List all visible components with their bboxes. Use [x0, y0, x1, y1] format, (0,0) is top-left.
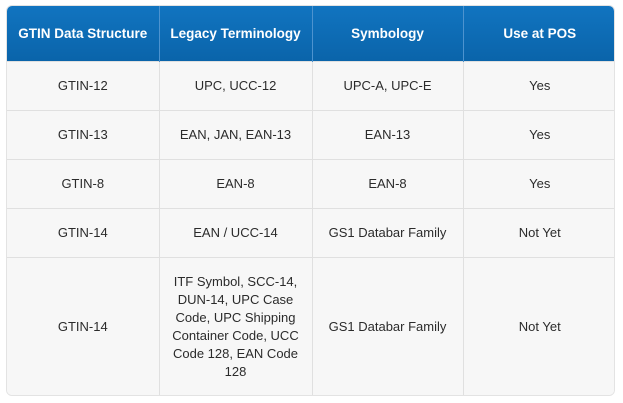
cell-legacy-terminology: ITF Symbol, SCC-14, DUN-14, UPC Case Cod… [158, 257, 312, 395]
cell-legacy-terminology: EAN-8 [158, 159, 312, 209]
cell-symbology: GS1 Databar Family [311, 208, 463, 258]
header-symbology: Symbology [311, 6, 463, 62]
cell-use-at-pos: Yes [462, 159, 614, 209]
cell-gtin-structure: GTIN-14 [7, 257, 159, 395]
header-gtin-data-structure: GTIN Data Structure [7, 6, 159, 62]
header-row: GTIN Data Structure Legacy Terminology S… [7, 6, 614, 62]
table-row: GTIN-14 EAN / UCC-14 GS1 Databar Family … [7, 208, 614, 258]
cell-gtin-structure: GTIN-8 [7, 159, 159, 209]
cell-symbology: EAN-13 [311, 110, 463, 160]
cell-use-at-pos: Yes [462, 110, 614, 160]
table-row: GTIN-14 ITF Symbol, SCC-14, DUN-14, UPC … [7, 257, 614, 395]
table-row: GTIN-13 EAN, JAN, EAN-13 EAN-13 Yes [7, 110, 614, 160]
gtin-table-container: GTIN Data Structure Legacy Terminology S… [6, 5, 615, 396]
cell-symbology: EAN-8 [311, 159, 463, 209]
cell-symbology: UPC-A, UPC-E [311, 61, 463, 111]
cell-gtin-structure: GTIN-12 [7, 61, 159, 111]
cell-legacy-terminology: EAN / UCC-14 [158, 208, 312, 258]
cell-gtin-structure: GTIN-13 [7, 110, 159, 160]
cell-use-at-pos: Yes [462, 61, 614, 111]
cell-use-at-pos: Not Yet [462, 257, 614, 395]
table-row: GTIN-8 EAN-8 EAN-8 Yes [7, 159, 614, 209]
gtin-table: GTIN Data Structure Legacy Terminology S… [7, 6, 614, 395]
cell-legacy-terminology: EAN, JAN, EAN-13 [158, 110, 312, 160]
cell-gtin-structure: GTIN-14 [7, 208, 159, 258]
table-row: GTIN-12 UPC, UCC-12 UPC-A, UPC-E Yes [7, 61, 614, 111]
cell-use-at-pos: Not Yet [462, 208, 614, 258]
header-use-at-pos: Use at POS [462, 6, 614, 62]
header-legacy-terminology: Legacy Terminology [158, 6, 312, 62]
cell-legacy-terminology: UPC, UCC-12 [158, 61, 312, 111]
cell-symbology: GS1 Databar Family [311, 257, 463, 395]
